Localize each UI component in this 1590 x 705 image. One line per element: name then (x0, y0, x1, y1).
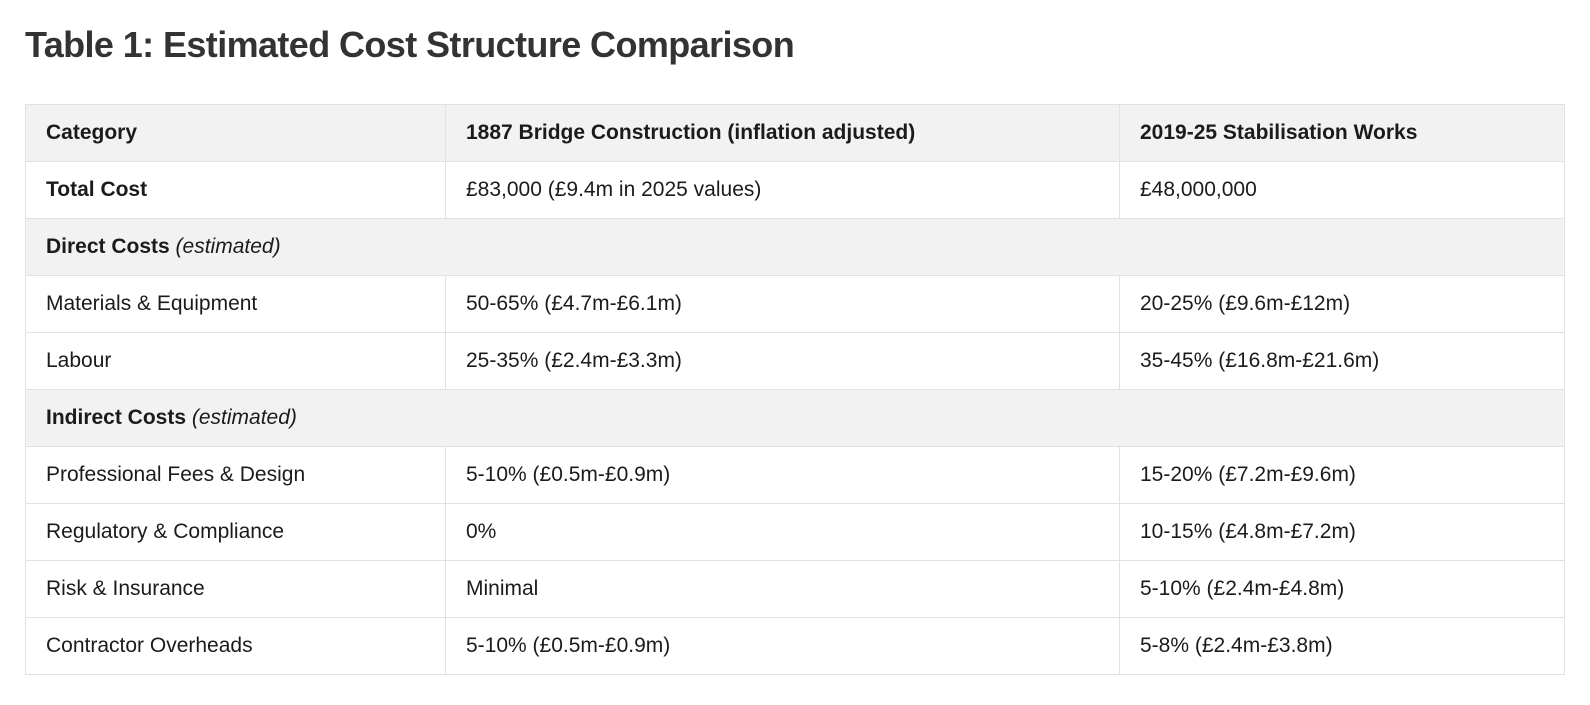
table-row-materials-equipment: Materials & Equipment 50-65% (£4.7m-£6.1… (25, 275, 1565, 333)
table-header-row: Category 1887 Bridge Construction (infla… (25, 104, 1565, 162)
column-header-1887-construction: 1887 Bridge Construction (inflation adju… (445, 104, 1120, 162)
table-row-contractor-overheads: Contractor Overheads 5-10% (£0.5m-£0.9m)… (25, 617, 1565, 675)
category-cell: Materials & Equipment (25, 275, 446, 333)
value-cell-1887: £83,000 (£9.4m in 2025 values) (445, 161, 1120, 219)
value-cell-2019: 10-15% (£4.8m-£7.2m) (1119, 503, 1565, 561)
value-cell-2019: 35-45% (£16.8m-£21.6m) (1119, 332, 1565, 390)
page-title: Table 1: Estimated Cost Structure Compar… (25, 24, 795, 65)
table-row-total-cost: Total Cost £83,000 (£9.4m in 2025 values… (25, 161, 1565, 219)
value-cell-2019: 20-25% (£9.6m-£12m) (1119, 275, 1565, 333)
value-cell-1887: 5-10% (£0.5m-£0.9m) (445, 446, 1120, 504)
value-cell-2019: £48,000,000 (1119, 161, 1565, 219)
category-cell: Contractor Overheads (25, 617, 446, 675)
value-cell-1887: Minimal (445, 560, 1120, 618)
section-row-indirect-costs: Indirect Costs (estimated) (25, 389, 1565, 447)
table-row-labour: Labour 25-35% (£2.4m-£3.3m) 35-45% (£16.… (25, 332, 1565, 390)
section-note: (estimated) (175, 235, 281, 258)
category-cell: Professional Fees & Design (25, 446, 446, 504)
column-header-category: Category (25, 104, 446, 162)
value-cell-1887: 5-10% (£0.5m-£0.9m) (445, 617, 1120, 675)
table-row-risk-insurance: Risk & Insurance Minimal 5-10% (£2.4m-£4… (25, 560, 1565, 618)
section-label: Direct Costs (46, 235, 170, 258)
section-row-direct-costs: Direct Costs (estimated) (25, 218, 1565, 276)
value-cell-2019: 15-20% (£7.2m-£9.6m) (1119, 446, 1565, 504)
section-label: Indirect Costs (46, 406, 187, 429)
category-cell: Total Cost (25, 161, 446, 219)
category-cell: Regulatory & Compliance (25, 503, 446, 561)
category-cell: Risk & Insurance (25, 560, 446, 618)
value-cell-1887: 50-65% (£4.7m-£6.1m) (445, 275, 1120, 333)
value-cell-2019: 5-8% (£2.4m-£3.8m) (1119, 617, 1565, 675)
column-header-2019-25-works: 2019-25 Stabilisation Works (1119, 104, 1565, 162)
table-row-regulatory-compliance: Regulatory & Compliance 0% 10-15% (£4.8m… (25, 503, 1565, 561)
section-cell: Indirect Costs (estimated) (25, 389, 1565, 447)
category-cell: Labour (25, 332, 446, 390)
section-note: (estimated) (191, 406, 297, 429)
value-cell-1887: 25-35% (£2.4m-£3.3m) (445, 332, 1120, 390)
cost-comparison-table: Category 1887 Bridge Construction (infla… (25, 104, 1565, 675)
value-cell-2019: 5-10% (£2.4m-£4.8m) (1119, 560, 1565, 618)
table-row-professional-fees-design: Professional Fees & Design 5-10% (£0.5m-… (25, 446, 1565, 504)
section-cell: Direct Costs (estimated) (25, 218, 1565, 276)
value-cell-1887: 0% (445, 503, 1120, 561)
